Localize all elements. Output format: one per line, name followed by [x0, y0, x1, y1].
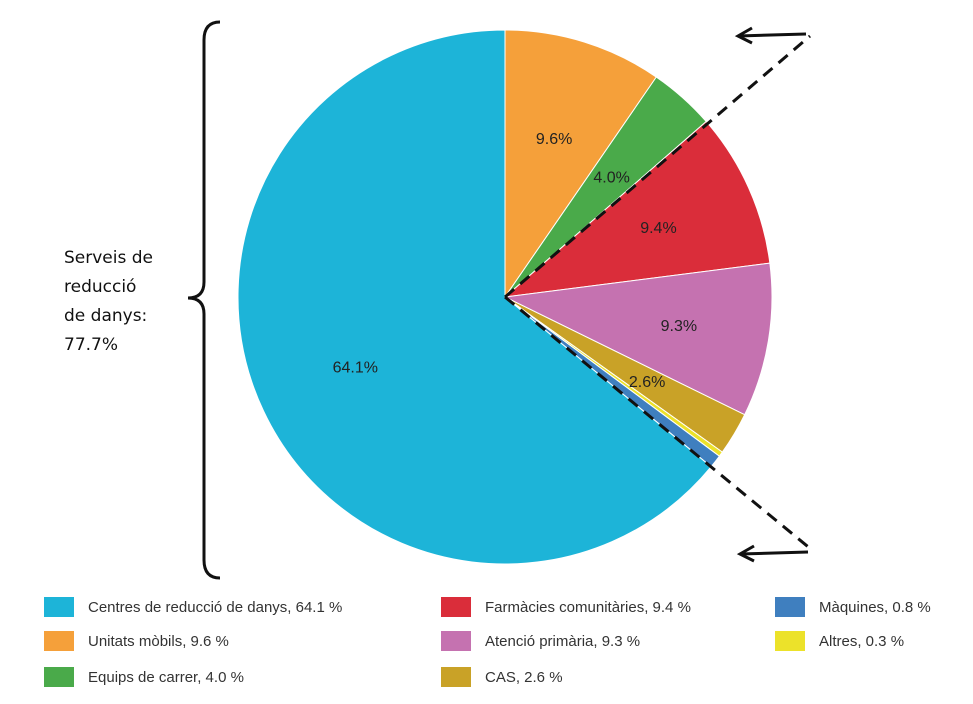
arrow-upper-icon [734, 26, 807, 45]
legend-item: Farmàcies comunitàries, 9.4 % [441, 596, 691, 618]
annotation-line: reducció [64, 277, 137, 297]
legend-item: Centres de reducció de danys, 64.1 % [44, 596, 342, 618]
legend-label: Unitats mòbils, 9.6 % [88, 632, 229, 650]
slice-label: 64.1% [333, 360, 378, 377]
annotation-line: de danys: [64, 306, 148, 326]
legend-swatch [775, 597, 805, 617]
legend-item: Unitats mòbils, 9.6 % [44, 630, 229, 652]
slice-label: 2.6% [629, 374, 665, 391]
pie-slice [504, 29, 658, 299]
legend-swatch [441, 597, 471, 617]
pie-slice [237, 29, 712, 565]
slice-labels: 9.6% 4.0% 9.4% 9.3% 2.6% 64.1% [333, 131, 697, 391]
legend-item: Altres, 0.3 % [775, 630, 904, 652]
slice-label: 9.4% [640, 220, 676, 237]
legend-swatch [44, 631, 74, 651]
annotation-line: 77.7% [64, 335, 119, 355]
legend-label: CAS, 2.6 % [485, 668, 563, 686]
dashed-separator-lower [504, 295, 813, 552]
pie-slice [503, 262, 773, 416]
annotation-line: Serveis de [64, 248, 153, 268]
legend-label: Equips de carrer, 4.0 % [88, 668, 244, 686]
legend-swatch [44, 597, 74, 617]
legend-label: Altres, 0.3 % [819, 632, 905, 650]
legend-label: Farmàcies comunitàries, 9.4 % [485, 598, 691, 616]
legend-swatch [441, 631, 471, 651]
dashed-separator-upper [504, 34, 811, 299]
legend-item: Màquines, 0.8 % [775, 596, 931, 618]
brace-annotation: Serveis de reducció de danys: 77.7% [64, 244, 184, 360]
left-brace [187, 20, 221, 580]
slice-label: 9.3% [661, 318, 697, 335]
legend-label: Màquines, 0.8 % [819, 598, 931, 616]
slice-label: 4.0% [593, 169, 629, 186]
legend-swatch [44, 667, 74, 687]
legend-item: Atenció primària, 9.3 % [441, 630, 640, 652]
legend-item: CAS, 2.6 % [441, 666, 563, 688]
slice-label: 9.6% [536, 131, 572, 148]
legend-swatch [775, 631, 805, 651]
legend-label: Atenció primària, 9.3 % [485, 632, 641, 650]
legend-item: Equips de carrer, 4.0 % [44, 666, 244, 688]
pie-slice [503, 120, 771, 298]
arrow-lower-icon [736, 544, 809, 563]
legend-label: Centres de reducció de danys, 64.1 % [88, 598, 343, 616]
legend-swatch [441, 667, 471, 687]
